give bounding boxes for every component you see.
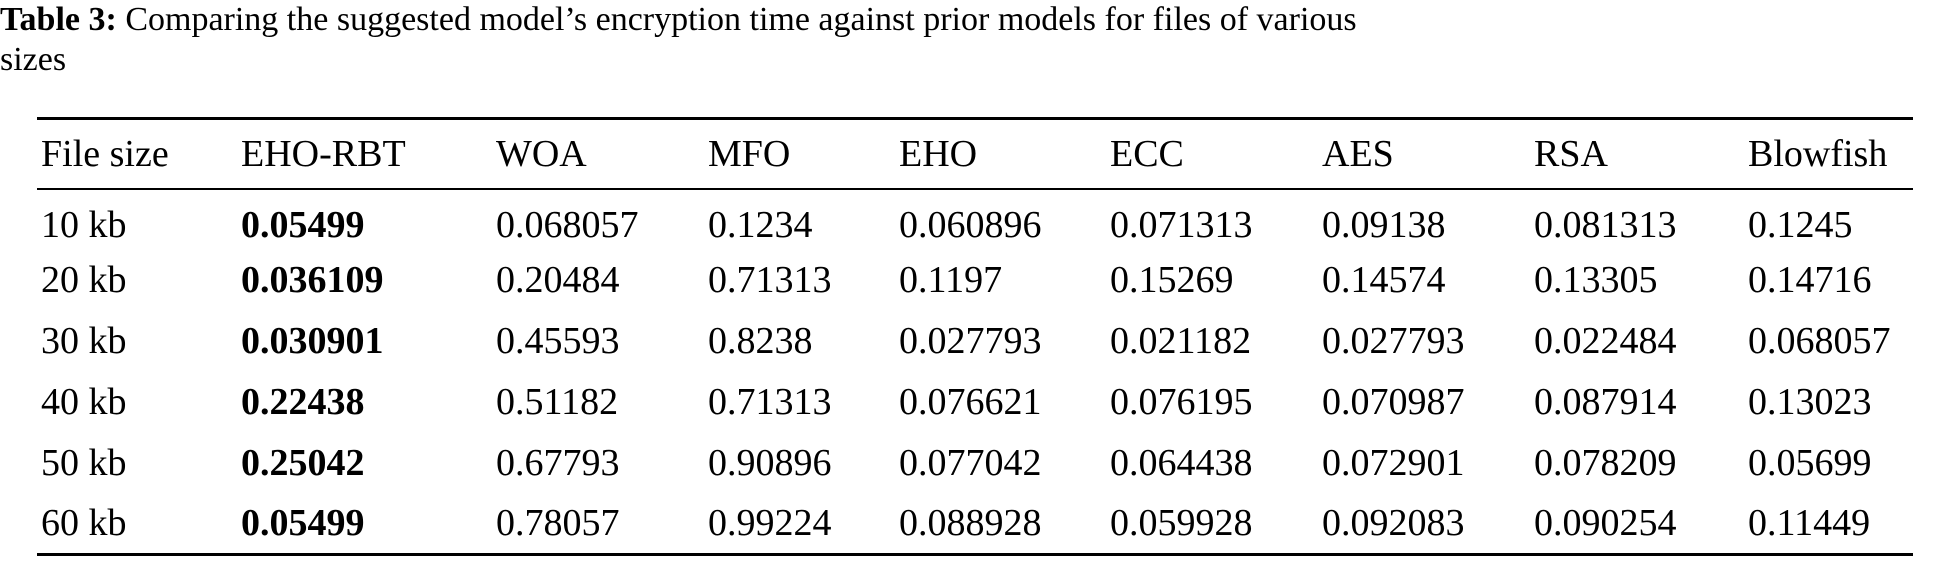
time-cell: 0.1245 [1748, 203, 1853, 246]
time-cell: 0.09138 [1322, 203, 1446, 246]
caption-label: Table 3: [0, 1, 117, 38]
time-cell: 0.14574 [1322, 259, 1446, 301]
caption-line-2: sizes [0, 41, 67, 78]
time-cell: 0.05699 [1748, 442, 1872, 484]
file-size-cell: 10 kb [41, 203, 127, 246]
time-cell: 0.1234 [708, 203, 813, 246]
time-cell: 0.092083 [1322, 502, 1465, 545]
time-cell: 0.71313 [708, 381, 832, 423]
time-cell: 0.060896 [899, 203, 1042, 246]
column-header: Blowfish [1748, 132, 1888, 175]
column-header: AES [1322, 132, 1394, 175]
encryption-time-table: File size EHO-RBT WOA MFO EHO ECC AES RSA Blowfi… [37, 117, 1913, 556]
column-header: ECC [1110, 132, 1184, 175]
time-cell: 0.05499 [241, 203, 365, 246]
time-cell: 0.25042 [241, 442, 365, 484]
table-caption: Table 3: Comparing the suggested model’s… [0, 0, 1954, 80]
header-row: File size EHO-RBT WOA MFO EHO ECC AES RSA Blowfi… [37, 119, 1913, 189]
time-cell: 0.1197 [899, 259, 1003, 301]
time-cell: 0.67793 [496, 442, 620, 484]
time-cell: 0.22438 [241, 381, 365, 423]
time-cell: 0.068057 [1748, 320, 1891, 362]
time-cell: 0.78057 [496, 502, 620, 545]
time-cell: 0.076195 [1110, 381, 1253, 423]
time-cell: 0.15269 [1110, 259, 1234, 301]
time-cell: 0.081313 [1534, 203, 1677, 246]
time-cell: 0.8238 [708, 320, 813, 362]
file-size-cell: 40 kb [41, 381, 127, 423]
table-body: 10 kb 0.05499 0.068057 0.1234 0.060896 0.0713… [37, 189, 1913, 555]
time-cell: 0.13305 [1534, 259, 1658, 301]
time-cell: 0.027793 [1322, 320, 1465, 362]
table-row: 40 kb 0.22438 0.51182 0.71313 0.076621 0.0761… [37, 372, 1913, 433]
time-cell: 0.51182 [496, 381, 619, 423]
time-cell: 0.087914 [1534, 381, 1677, 423]
time-cell: 0.071313 [1110, 203, 1253, 246]
column-header: File size [41, 132, 169, 175]
file-size-cell: 50 kb [41, 442, 127, 484]
time-cell: 0.076621 [899, 381, 1042, 423]
time-cell: 0.030901 [241, 320, 384, 362]
column-header: EHO-RBT [241, 132, 406, 175]
time-cell: 0.090254 [1534, 502, 1677, 545]
time-cell: 0.059928 [1110, 502, 1253, 545]
time-cell: 0.072901 [1322, 442, 1465, 484]
table-row: 20 kb 0.036109 0.20484 0.71313 0.1197 0.15269… [37, 250, 1913, 311]
time-cell: 0.20484 [496, 259, 620, 301]
table-row: 50 kb 0.25042 0.67793 0.90896 0.077042 0.0644… [37, 433, 1913, 494]
file-size-cell: 20 kb [41, 259, 127, 301]
column-header: RSA [1534, 132, 1608, 175]
caption-text: Comparing the suggested model’s encrypti… [125, 1, 1357, 38]
time-cell: 0.71313 [708, 259, 832, 301]
time-cell: 0.05499 [241, 502, 365, 545]
column-header: WOA [496, 132, 587, 175]
time-cell: 0.068057 [496, 203, 639, 246]
time-cell: 0.022484 [1534, 320, 1677, 362]
time-cell: 0.036109 [241, 259, 384, 301]
file-size-cell: 60 kb [41, 502, 127, 545]
time-cell: 0.088928 [899, 502, 1042, 545]
table-row: 30 kb 0.030901 0.45593 0.8238 0.027793 0.0211… [37, 311, 1913, 372]
column-header: EHO [899, 132, 978, 175]
time-cell: 0.99224 [708, 502, 832, 545]
column-header: MFO [708, 132, 791, 175]
time-cell: 0.90896 [708, 442, 832, 484]
time-cell: 0.11449 [1748, 502, 1871, 545]
table-row: 10 kb 0.05499 0.068057 0.1234 0.060896 0.0713… [37, 189, 1913, 250]
time-cell: 0.027793 [899, 320, 1042, 362]
table-row: 60 kb 0.05499 0.78057 0.99224 0.088928 0.0599… [37, 494, 1913, 555]
time-cell: 0.14716 [1748, 259, 1872, 301]
time-cell: 0.077042 [899, 442, 1042, 484]
time-cell: 0.064438 [1110, 442, 1253, 484]
time-cell: 0.070987 [1322, 381, 1465, 423]
file-size-cell: 30 kb [41, 320, 127, 362]
time-cell: 0.13023 [1748, 381, 1872, 423]
time-cell: 0.021182 [1110, 320, 1252, 362]
caption-line-1: Table 3: Comparing the suggested model’s… [0, 0, 1954, 40]
time-cell: 0.078209 [1534, 442, 1677, 484]
time-cell: 0.45593 [496, 320, 620, 362]
